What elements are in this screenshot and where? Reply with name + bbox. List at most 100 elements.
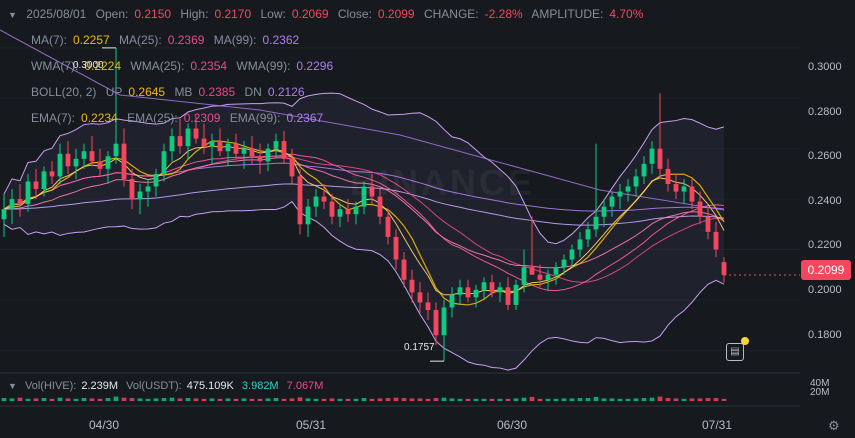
candle-body [657, 148, 663, 169]
volume-bar [105, 398, 111, 401]
boll-row[interactable]: BOLL(20, 2) UP 0.2645 MB 0.2385 DN 0.2126 [31, 85, 311, 99]
candle-body [233, 143, 239, 154]
candle-body [409, 279, 415, 293]
candle-body [361, 186, 367, 207]
candle-body [57, 153, 63, 177]
y-tick-label: 0.2200 [808, 239, 842, 251]
volume-bar [681, 398, 687, 401]
candle-body [521, 267, 527, 285]
ema-row[interactable]: EMA(7): 0.2234 EMA(25): 0.2309 EMA(99): 0.2… [31, 111, 329, 125]
candle-body [1, 209, 7, 220]
volume-bar [393, 397, 399, 401]
volume-bar [409, 398, 415, 401]
volume-bar [57, 397, 63, 401]
candle-body [177, 136, 183, 147]
vol-ma10-value: 7.067M [286, 380, 324, 392]
candle-body [305, 206, 311, 225]
volume-bar [561, 398, 567, 401]
volume-bar [713, 398, 719, 401]
candle-body [617, 191, 623, 197]
candle-body [497, 287, 503, 293]
vol-base-value: 2.239M [81, 380, 119, 392]
volume-bar [537, 398, 543, 401]
candle-body [705, 216, 711, 232]
volume-bar [289, 398, 295, 401]
chevron-down-icon[interactable]: ▼ [8, 381, 17, 391]
volume-bar [153, 398, 159, 401]
volume-bar [585, 398, 591, 401]
amplitude-label: AMPLITUDE: [531, 7, 604, 21]
open-label: Open: [95, 7, 129, 21]
volume-bar [641, 398, 647, 401]
candle-body [697, 201, 703, 217]
candle-body [185, 128, 191, 147]
vol-quote-value: 475.109K [186, 380, 234, 392]
volume-bar [313, 398, 319, 401]
candle-body [561, 259, 567, 268]
volume-bar [169, 397, 175, 401]
volume-bar [65, 398, 71, 401]
ma99-label: MA(99): [213, 33, 257, 47]
candle-body [129, 178, 135, 200]
x-tick-label: 06/30 [497, 418, 528, 432]
candle-body [537, 274, 543, 280]
y-tick-label: 0.2000 [808, 284, 842, 296]
candle-body [713, 231, 719, 250]
wma7-label: WMA(7): [31, 59, 79, 73]
ma7-label: MA(7): [31, 33, 67, 47]
ema7-value: 0.2234 [81, 111, 118, 125]
volume-bar [329, 398, 335, 401]
volume-bar [529, 396, 535, 401]
volume-bar [369, 398, 375, 401]
ma99-value: 0.2362 [262, 33, 300, 47]
close-label: Close: [337, 7, 372, 21]
volume-bar [241, 398, 247, 401]
candle-body [721, 262, 727, 275]
candle-body [345, 209, 351, 215]
y-tick-label: 0.3000 [808, 61, 842, 73]
volume-bar [553, 398, 559, 401]
boll-dn-label: DN [244, 85, 262, 99]
note-icon[interactable]: ▤ [726, 343, 744, 361]
candle-body [601, 206, 607, 217]
volume-bar [297, 397, 303, 401]
wma-row[interactable]: WMA(7): 0.2224 WMA(25): 0.2354 WMA(99): 0.2… [31, 59, 339, 73]
volume-bar [265, 398, 271, 401]
current-price-tag: 0.2099 [801, 260, 851, 280]
candle-body [369, 186, 375, 197]
volume-legend[interactable]: ▼ Vol(HIVE): 2.239M Vol(USDT): 475.109K 3.… [8, 380, 328, 392]
close-value: 0.2099 [377, 7, 415, 21]
y-tick-label: 0.2600 [808, 150, 842, 162]
chevron-down-icon[interactable]: ▼ [8, 10, 17, 20]
ohlc-row: ▼ 2025/08/01 Open: 0.2150 High: 0.2170 Low… [8, 7, 649, 22]
vol-quote-label: Vol(USDT): [126, 380, 182, 392]
volume-bar [657, 396, 663, 401]
candle-body [553, 267, 559, 275]
volume-bar [9, 398, 15, 401]
candle-body [17, 199, 23, 205]
open-value: 0.2150 [134, 7, 172, 21]
volume-bar [425, 398, 431, 401]
high-label: High: [180, 7, 209, 21]
candle-body [257, 156, 263, 162]
candle-body [505, 287, 511, 305]
volume-bar [689, 398, 695, 401]
ma-row[interactable]: MA(7): 0.2257 MA(25): 0.2369 MA(99): 0.2362 [31, 33, 305, 47]
candle-body [609, 196, 615, 207]
candle-body [321, 196, 327, 202]
ema25-label: EMA(25): [127, 111, 178, 125]
candles [1, 47, 800, 362]
volume-bar [545, 398, 551, 401]
gear-icon[interactable]: ⚙ [828, 418, 840, 433]
candle-body [137, 191, 143, 200]
candle-body [665, 168, 671, 184]
candle-body [161, 151, 167, 174]
volume-bar [593, 396, 599, 401]
volume-bar [449, 398, 455, 401]
candle-body [81, 151, 87, 159]
ema7-label: EMA(7): [31, 111, 76, 125]
wma25-value: 0.2354 [190, 59, 228, 73]
candle-body [465, 287, 471, 298]
